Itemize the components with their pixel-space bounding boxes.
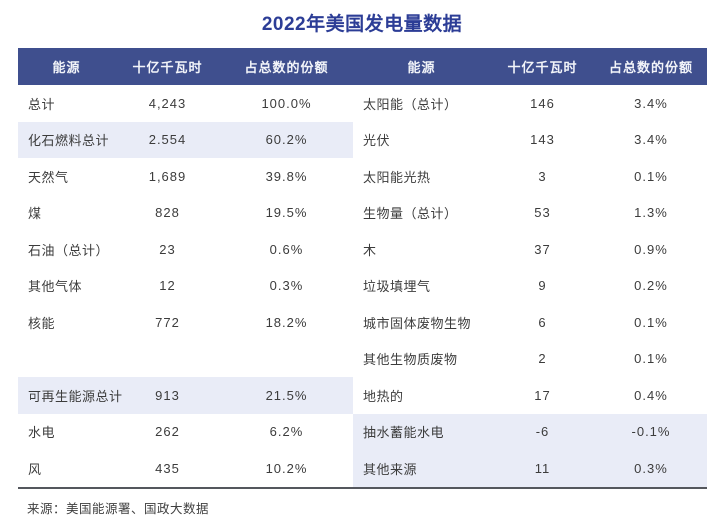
- cell-bkwh-value: 435: [155, 460, 180, 476]
- cell-bkwh-value: 11: [534, 460, 551, 476]
- cell-energy-name: 可再生能源总计: [28, 388, 123, 404]
- cell-share-value: 0.6%: [269, 241, 304, 257]
- table-header-row: 能源 十亿千瓦时 占总数的份额 能源 十亿千瓦时 占总数的份额: [18, 48, 707, 85]
- source-note: 来源：美国能源署、国政大数据: [27, 501, 210, 516]
- cell-energy-name: 太阳能光热: [363, 169, 431, 185]
- cell-bkwh-value: 4,243: [148, 95, 187, 111]
- cell-share-value: 3.4%: [634, 132, 668, 148]
- cell-bkwh-value: 6: [538, 314, 547, 330]
- cell-share-value: -0.1%: [631, 424, 671, 440]
- cell-share-value: 60.2%: [265, 132, 308, 148]
- cell-energy-name: 天然气: [28, 169, 69, 185]
- header-bkwh-right: 十亿千瓦时: [507, 60, 578, 75]
- table-row: 其他生物质废物 2 0.1%: [353, 341, 707, 378]
- header-energy-left: 能源: [52, 60, 81, 75]
- cell-share-value: 39.8%: [265, 168, 308, 184]
- table-row: 光伏 143 3.4%: [353, 122, 707, 159]
- table-row: 煤 828 19.5%: [18, 195, 353, 232]
- cell-share-value: 100.0%: [261, 95, 312, 111]
- cell-bkwh-value: 146: [530, 95, 555, 111]
- data-table: 能源 十亿千瓦时 占总数的份额 能源 十亿千瓦时 占总数的份额 总计 4,243 1…: [18, 48, 707, 489]
- cell-share-value: 0.2%: [634, 278, 668, 294]
- page-title: 2022年美国发电量数据: [261, 14, 463, 35]
- table-row: 垃圾填埋气 9 0.2%: [353, 268, 707, 305]
- cell-bkwh-value: 37: [534, 241, 551, 257]
- table-row: 其他气体 12 0.3%: [18, 268, 353, 305]
- cell-share-value: 18.2%: [265, 314, 308, 330]
- cell-energy-name: 其他生物质废物: [363, 352, 458, 368]
- cell-bkwh-value: 1,689: [148, 168, 187, 184]
- table-row: 抽水蓄能水电 -6 -0.1%: [353, 413, 707, 450]
- cell-share-value: 0.3%: [634, 460, 668, 476]
- cell-share-value: 21.5%: [265, 387, 308, 403]
- cell-share-value: 19.5%: [265, 205, 308, 221]
- cell-energy-name: 城市固体废物生物: [363, 315, 472, 331]
- header-share-right: 占总数的份额: [608, 60, 693, 75]
- cell-energy-name: 其他来源: [363, 461, 418, 477]
- cell-energy-name: 水电: [28, 425, 56, 441]
- cell-share-value: 0.1%: [634, 168, 668, 184]
- cell-energy-name: 光伏: [363, 133, 391, 149]
- cell-energy-name: 石油（总计）: [28, 242, 110, 258]
- cell-bkwh-value: 2.554: [148, 132, 187, 148]
- table-row: 地热的 17 0.4%: [353, 377, 707, 414]
- table-row: 太阳能光热 3 0.1%: [353, 158, 707, 195]
- header-energy-right: 能源: [407, 60, 436, 75]
- cell-bkwh-value: 53: [534, 205, 551, 221]
- table-row: 其他来源 11 0.3%: [353, 450, 707, 487]
- cell-bkwh-value: 262: [155, 424, 180, 440]
- cell-share-value: 1.3%: [634, 205, 668, 221]
- cell-energy-name: 太阳能（总计）: [363, 96, 458, 112]
- cell-bkwh-value: 828: [155, 205, 180, 221]
- cell-bkwh-value: 23: [159, 241, 176, 257]
- cell-bkwh-value: 772: [155, 314, 180, 330]
- cell-bkwh-value: 913: [155, 387, 180, 403]
- table-row: 总计 4,243 100.0%: [18, 85, 353, 122]
- header-share-left: 占总数的份额: [244, 60, 329, 75]
- cell-energy-name: 木: [363, 242, 377, 258]
- cell-bkwh-value: 3: [538, 168, 547, 184]
- table-row: 城市固体废物生物 6 0.1%: [353, 304, 707, 341]
- cell-energy-name: 地热的: [363, 388, 404, 404]
- cell-share-value: 0.1%: [634, 351, 668, 367]
- cell-share-value: 3.4%: [634, 95, 668, 111]
- cell-energy-name: 核能: [28, 315, 56, 331]
- cell-share-value: 0.9%: [634, 241, 668, 257]
- cell-energy-name: 化石燃料总计: [28, 133, 110, 149]
- table-row: [18, 341, 353, 378]
- table-row: 风 435 10.2%: [18, 450, 353, 487]
- cell-energy-name: 抽水蓄能水电: [363, 425, 445, 441]
- cell-energy-name: 其他气体: [28, 279, 83, 295]
- cell-bkwh-value: -6: [535, 424, 550, 440]
- cell-bkwh-value: 2: [538, 351, 547, 367]
- table-row: 化石燃料总计 2.554 60.2%: [18, 121, 353, 158]
- cell-energy-name: 煤: [28, 206, 42, 222]
- cell-share-value: 6.2%: [269, 424, 304, 440]
- cell-bkwh-value: 12: [159, 278, 176, 294]
- header-bkwh-left: 十亿千瓦时: [132, 60, 203, 75]
- cell-bkwh-value: 143: [530, 132, 555, 148]
- cell-bkwh-value: 17: [534, 387, 551, 403]
- cell-energy-name: 生物量（总计）: [363, 206, 458, 222]
- table-row: 水电 262 6.2%: [18, 414, 353, 451]
- cell-share-value: 0.3%: [269, 278, 304, 294]
- cell-share-value: 10.2%: [265, 460, 308, 476]
- cell-share-value: 0.4%: [634, 387, 668, 403]
- table-row: 石油（总计） 23 0.6%: [18, 231, 353, 268]
- table-row: 可再生能源总计 913 21.5%: [18, 377, 353, 414]
- table-row: 天然气 1,689 39.8%: [18, 158, 353, 195]
- cell-energy-name: 总计: [28, 96, 56, 112]
- table-left-half: 总计 4,243 100.0% 化石燃料总计 2.554 60.2% 天然气 1,689 39.…: [18, 85, 353, 487]
- table-row: 太阳能（总计） 146 3.4%: [353, 85, 707, 122]
- cell-bkwh-value: 9: [538, 278, 547, 294]
- table-row: 生物量（总计） 53 1.3%: [353, 195, 707, 232]
- cell-energy-name: 垃圾填埋气: [363, 279, 431, 295]
- cell-share-value: 0.1%: [634, 314, 668, 330]
- table-right-half: 太阳能（总计） 146 3.4% 光伏 143 3.4% 太阳能光热 3 0.1% 生物量（总计）…: [353, 85, 707, 487]
- table-row: 木 37 0.9%: [353, 231, 707, 268]
- cell-energy-name: 风: [28, 461, 42, 477]
- table-row: 核能 772 18.2%: [18, 304, 353, 341]
- table-body: 总计 4,243 100.0% 化石燃料总计 2.554 60.2% 天然气 1,689 39.…: [18, 85, 707, 489]
